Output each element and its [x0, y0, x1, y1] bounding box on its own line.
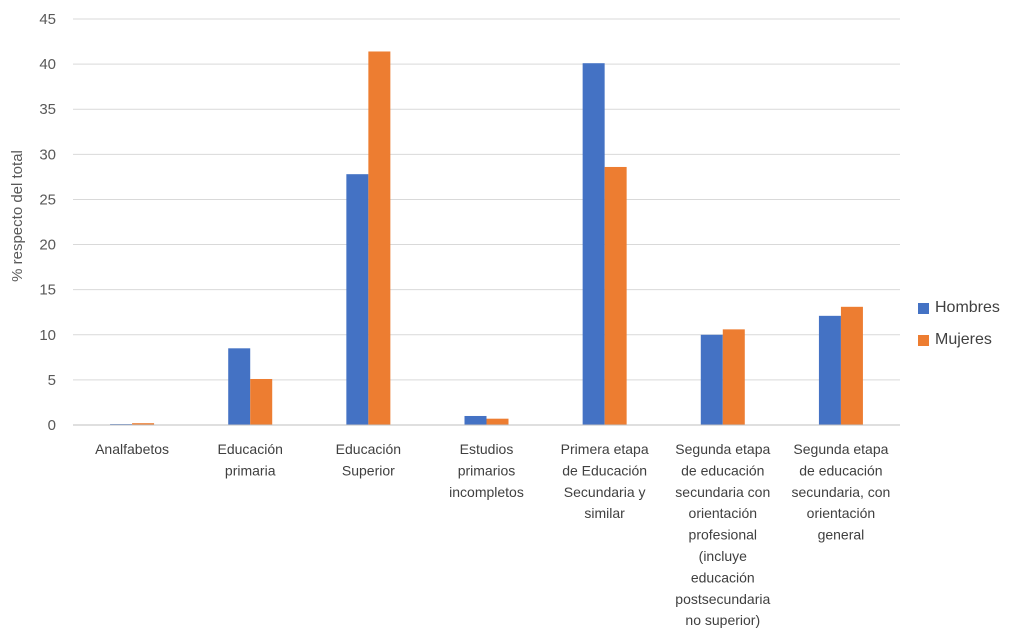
x-category-label: Estudios primarios incompletos	[449, 441, 524, 500]
x-category-line: Educación	[218, 441, 283, 457]
bar-mujeres-5	[722, 329, 745, 425]
x-category-line: secundaria, con	[792, 484, 891, 500]
y-tick-label: 30	[39, 146, 56, 163]
y-tick-label: 0	[48, 417, 56, 434]
bar-hombres-6	[818, 315, 841, 425]
x-category-line: Segunda etapa	[793, 441, 888, 457]
y-tick-label: 35	[39, 101, 56, 118]
x-category-line: (incluye	[699, 548, 747, 564]
y-axis-label: % respecto del total	[9, 150, 26, 282]
legend-swatch-hombres	[918, 302, 929, 314]
legend-item-mujeres: Mujeres	[918, 324, 1000, 356]
bar-mujeres-3	[486, 418, 509, 425]
x-category-line: primarios	[458, 462, 516, 478]
y-axis-ticks: 0 5 10 15 20 25 30 35 40 45	[39, 11, 56, 434]
x-category-line: Secundaria y	[564, 484, 646, 500]
x-category-line: Estudios	[460, 441, 514, 457]
x-category-line: no superior)	[685, 612, 760, 628]
x-category-line: de Educación	[562, 462, 647, 478]
x-category-line: Primera etapa	[561, 441, 649, 457]
x-category-line: incompletos	[449, 484, 524, 500]
y-tick-label: 10	[39, 327, 56, 344]
x-category-line: de educación	[681, 462, 764, 478]
x-category-line: primaria	[225, 462, 276, 478]
x-category-line: Analfabetos	[95, 441, 169, 457]
legend-label-hombres: Hombres	[935, 299, 1000, 316]
x-category-line: Educación	[336, 441, 401, 457]
bar-hombres-3	[464, 415, 487, 425]
bar-hombres-1	[228, 348, 251, 425]
x-category-line: Segunda etapa	[675, 441, 770, 457]
y-tick-label: 25	[39, 191, 56, 208]
x-category-line: orientación	[807, 505, 876, 521]
gridlines	[73, 18, 900, 381]
x-category-label: Segunda etapa de educación secundaria, con…	[792, 441, 891, 543]
x-category-label: Primera etapa de Educación Secundaria y sim…	[561, 441, 649, 521]
x-category-label: Educación Superior	[336, 441, 401, 478]
legend-item-hombres: Hombres	[918, 292, 1000, 324]
x-category-label: Segunda etapa de educación secundaria con o…	[675, 441, 770, 628]
y-tick-label: 15	[39, 282, 56, 299]
legend-swatch-mujeres	[918, 334, 929, 346]
bar-mujeres-6	[840, 306, 863, 425]
x-category-label: Educación primaria	[218, 441, 283, 478]
bar-mujeres-0	[132, 423, 155, 425]
legend: Hombres Mujeres	[918, 292, 1000, 356]
y-tick-label: 5	[48, 372, 56, 389]
x-category-line: de educación	[799, 462, 882, 478]
bar-mujeres-2	[368, 51, 391, 425]
bar-hombres-2	[346, 174, 369, 425]
bar-mujeres-1	[250, 378, 273, 425]
x-category-line: general	[818, 527, 865, 543]
x-category-label: Analfabetos	[95, 441, 169, 457]
x-axis-categories: Analfabetos Educación primaria Educación Sup…	[95, 441, 890, 628]
y-tick-label: 40	[39, 56, 56, 73]
x-category-line: profesional	[689, 527, 758, 543]
bar-hombres-5	[700, 334, 723, 425]
x-category-line: orientación	[689, 505, 758, 521]
x-category-line: educación	[691, 569, 755, 585]
y-tick-label: 45	[39, 11, 56, 28]
x-category-line: secundaria con	[675, 484, 770, 500]
bar-mujeres-4	[604, 166, 627, 425]
y-tick-label: 20	[39, 237, 56, 254]
bar-hombres-4	[582, 63, 605, 425]
x-category-line: similar	[584, 505, 625, 521]
x-category-line: Superior	[342, 462, 395, 478]
bars	[110, 51, 863, 425]
x-category-line: postsecundaria	[675, 591, 770, 607]
legend-label-mujeres: Mujeres	[935, 331, 992, 348]
